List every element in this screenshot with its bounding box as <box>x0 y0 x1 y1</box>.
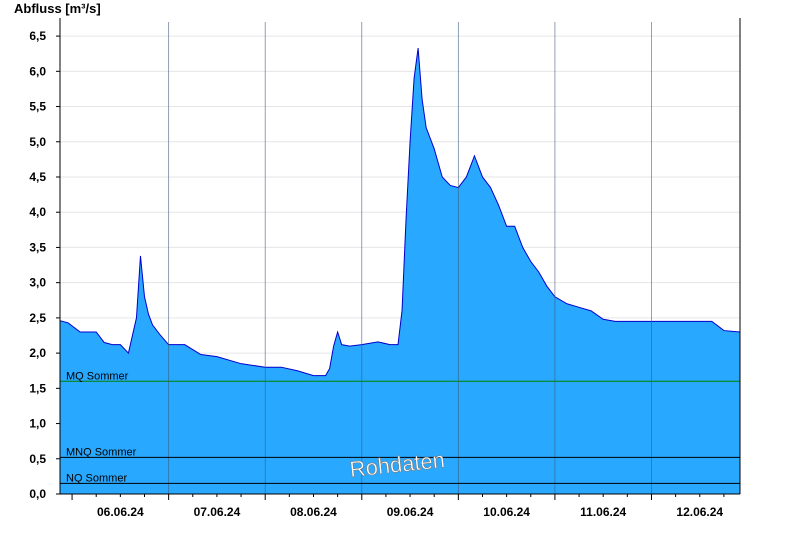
reference-label: MNQ Sommer <box>66 446 137 458</box>
y-tick-label: 0,5 <box>29 452 46 466</box>
x-tick-label: 10.06.24 <box>483 505 530 519</box>
x-tick-label: 09.06.24 <box>387 505 434 519</box>
y-tick-label: 1,5 <box>29 381 46 395</box>
y-tick-label: 2,0 <box>29 346 46 360</box>
reference-label: NQ Sommer <box>66 472 127 484</box>
y-tick-label: 6,5 <box>29 29 46 43</box>
y-tick-label: 2,5 <box>29 311 46 325</box>
y-tick-label: 4,0 <box>29 205 46 219</box>
y-tick-label: 3,5 <box>29 240 46 254</box>
y-tick-label: 4,5 <box>29 170 46 184</box>
x-tick-label: 06.06.24 <box>97 505 144 519</box>
x-tick-label: 12.06.24 <box>676 505 723 519</box>
y-tick-label: 5,0 <box>29 135 46 149</box>
x-tick-label: 11.06.24 <box>580 505 626 519</box>
y-tick-label: 5,5 <box>29 100 46 114</box>
discharge-line <box>59 47 741 377</box>
x-tick-label: 07.06.24 <box>194 505 241 519</box>
y-axis-label: Abfluss [m³/s] <box>14 1 101 16</box>
y-tick-label: 0,0 <box>29 487 46 501</box>
y-tick-label: 6,0 <box>29 64 46 78</box>
y-tick-label: 1,0 <box>29 417 46 431</box>
discharge-area <box>60 48 740 494</box>
x-tick-label: 08.06.24 <box>290 505 337 519</box>
reference-label: MQ Sommer <box>66 370 129 382</box>
y-tick-label: 3,0 <box>29 276 46 290</box>
